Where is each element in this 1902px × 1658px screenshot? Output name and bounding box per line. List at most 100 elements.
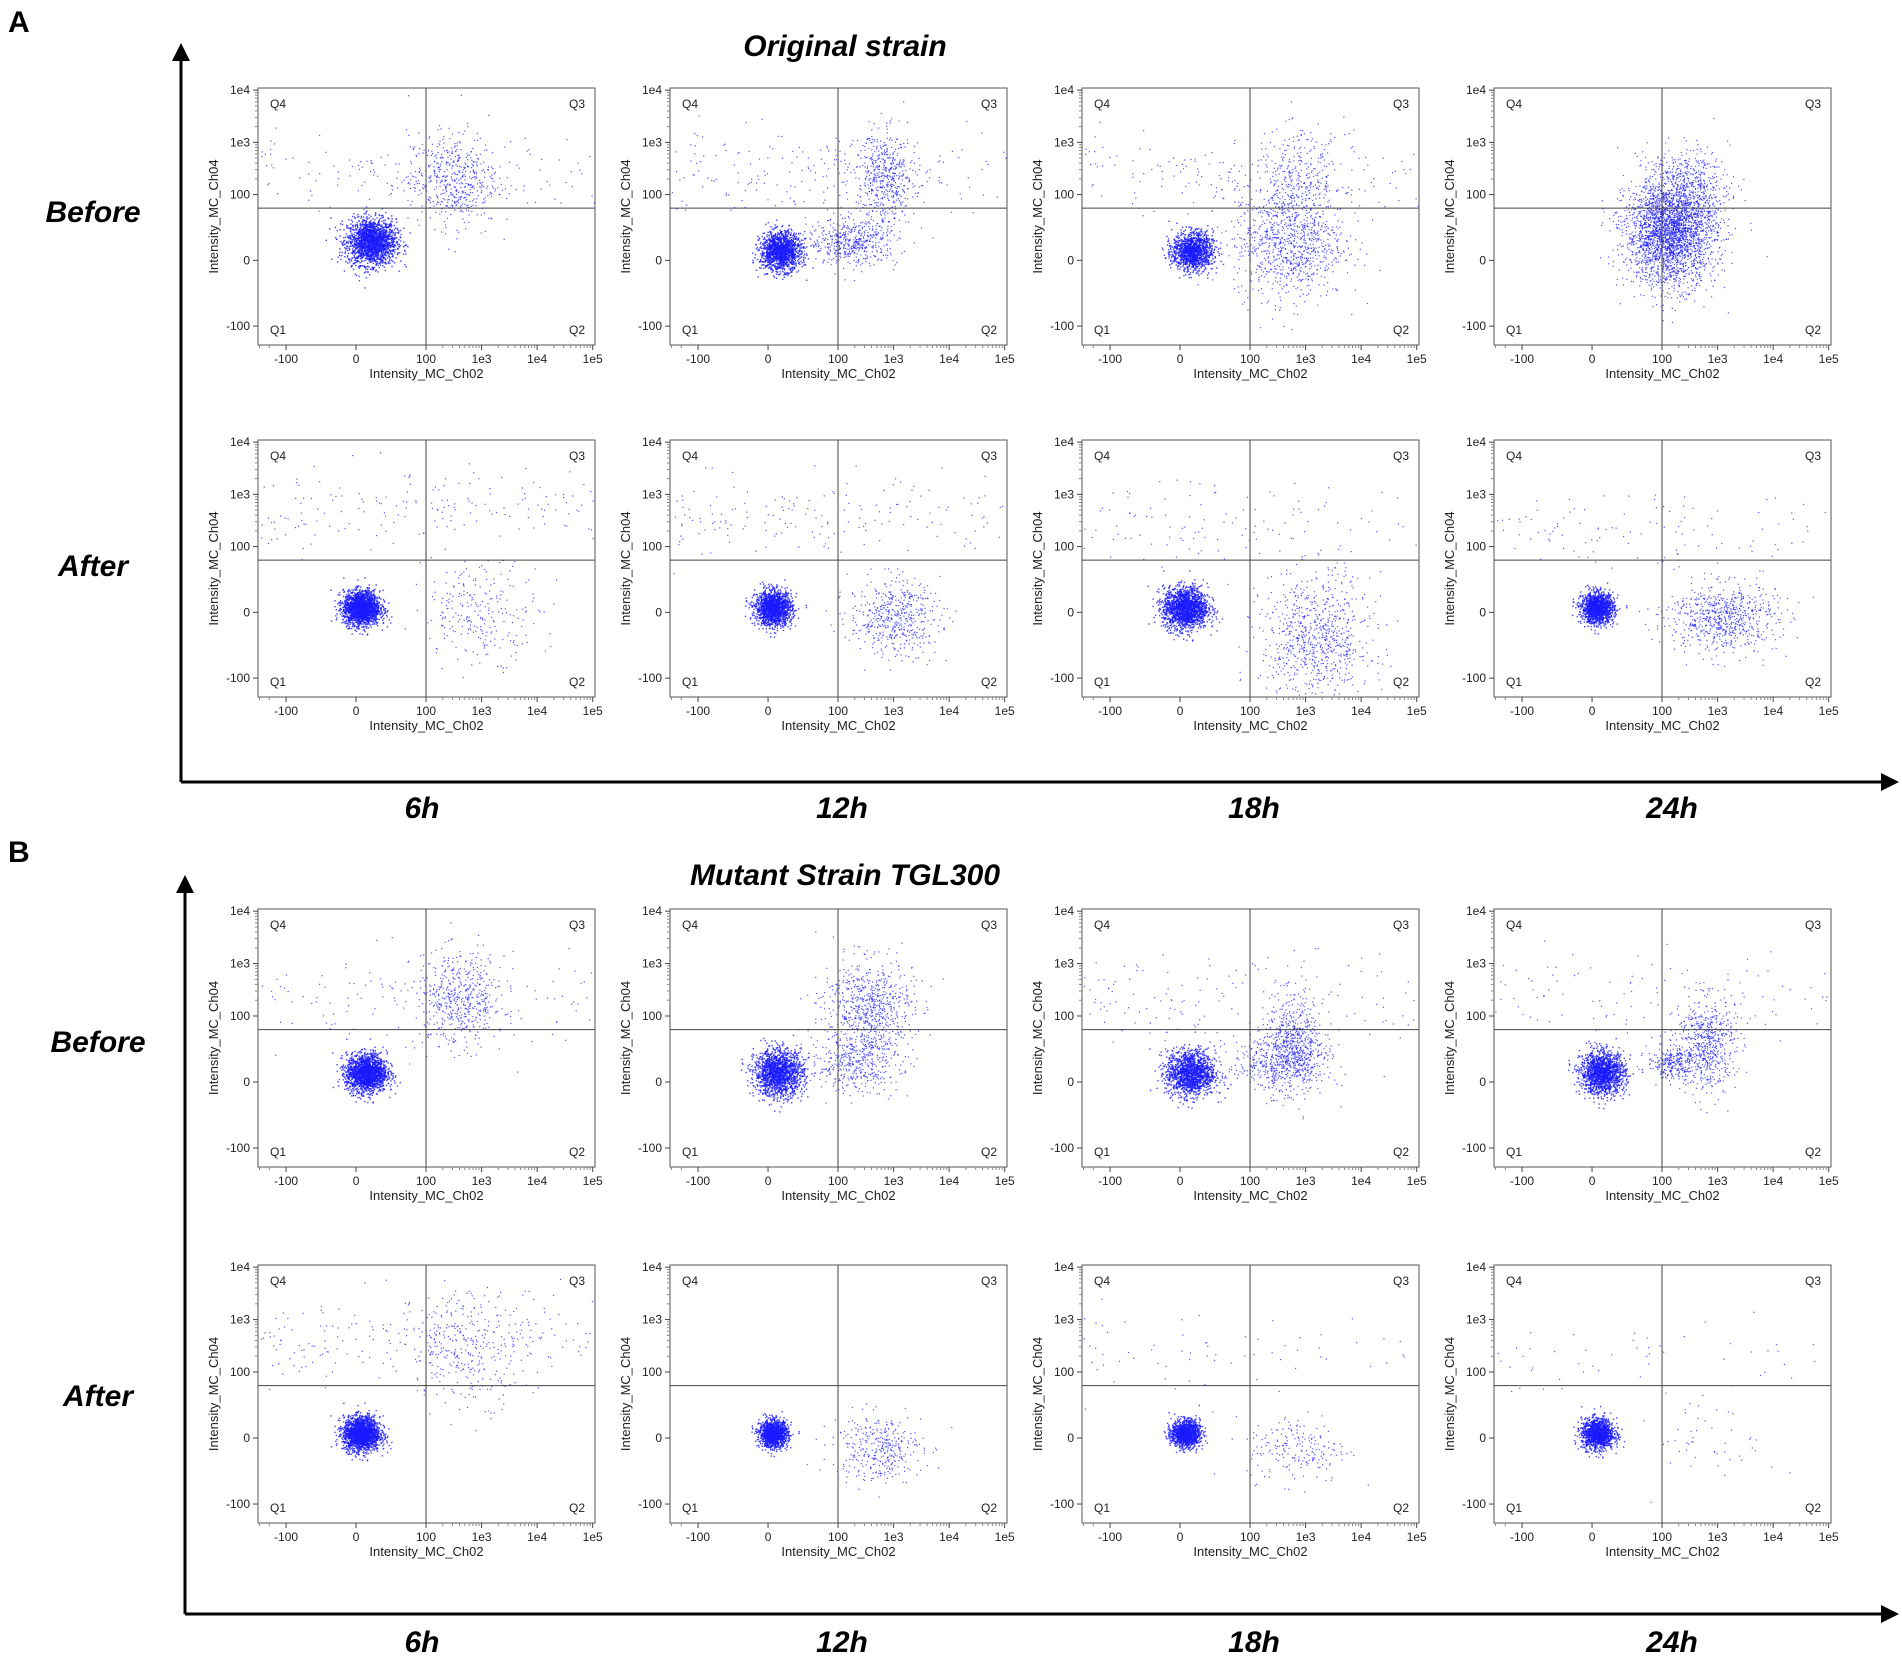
data-point [400,240,401,241]
row-label-after: After [57,550,130,583]
data-point [398,230,399,231]
data-point [387,257,388,258]
data-point [381,221,382,222]
data-point [389,254,390,255]
data-point [351,260,352,261]
data-point [375,261,376,262]
data-point [352,248,353,249]
data-point [347,250,348,251]
data-point [345,237,346,238]
data-point [396,222,397,223]
data-point [336,239,337,240]
data-point [362,257,363,258]
data-point [348,228,349,229]
data-point [389,249,390,250]
data-point [381,217,382,218]
data-point [370,253,371,254]
data-point [375,214,376,215]
data-point [348,242,349,243]
data-point [394,252,395,253]
data-point [345,248,346,249]
data-point [351,220,352,221]
data-point [355,265,356,266]
data-point [400,234,401,235]
data-point [343,229,344,230]
data-point [383,222,384,223]
data-point [389,233,390,234]
figure: AOriginal strainBeforeAfter6h 12h 18h 24hBM… [0,0,1902,1658]
data-point [364,213,365,214]
data-point [359,268,360,269]
data-point [351,252,352,253]
data-point [404,264,405,265]
data-point [344,270,345,271]
data-point [364,287,365,288]
time-label-6h: 6h [404,792,439,825]
data-point [359,280,360,281]
data-point [367,263,368,264]
data-point [380,264,381,265]
data-point [356,229,357,230]
data-point [366,267,367,268]
data-point [377,271,378,272]
data-point [384,254,385,255]
data-point [390,236,391,237]
data-point [375,215,376,216]
data-point [348,240,349,241]
data-point [370,220,371,221]
time-label-18h: 18h [1228,1626,1280,1658]
data-point [360,223,361,224]
data-point [346,245,347,246]
data-point [400,261,401,262]
data-point [384,229,385,230]
time-label-24h: 24h [1645,792,1698,825]
data-point [348,250,349,251]
data-point [393,232,394,233]
data-point [354,230,355,231]
time-label-18h: 18h [1228,792,1280,825]
data-point [395,249,396,250]
data-point [394,229,395,230]
panel-letter-a: A [8,6,30,39]
data-point [339,252,340,253]
data-point [378,262,379,263]
data-point [344,253,345,254]
scatter-points [261,95,595,289]
data-point [389,262,390,263]
data-point [399,271,400,272]
data-point [361,216,362,217]
time-label-12h: 12h [816,792,868,825]
data-point [366,206,367,207]
data-point [352,225,353,226]
data-point [369,221,370,222]
data-point [400,237,401,238]
data-point [369,274,370,275]
data-point [347,262,348,263]
data-point [389,231,390,232]
time-label-6h: 6h [404,1626,439,1658]
data-point [341,255,342,256]
data-point [391,218,392,219]
data-point [410,232,411,233]
data-point [385,220,386,221]
data-point [399,252,400,253]
data-point [346,241,347,242]
data-point [374,219,375,220]
data-point [379,215,380,216]
data-point [337,230,338,231]
data-point [345,251,346,252]
data-point [344,256,345,257]
data-point [346,225,347,226]
data-point [367,271,368,272]
data-point [371,216,372,217]
data-point [382,262,383,263]
row-label-before: Before [50,1026,145,1059]
data-point [344,240,345,241]
data-point [387,232,388,233]
panel-letter-b: B [8,836,30,869]
time-label-12h: 12h [816,1626,868,1658]
data-point [382,265,383,266]
data-point [383,216,384,217]
